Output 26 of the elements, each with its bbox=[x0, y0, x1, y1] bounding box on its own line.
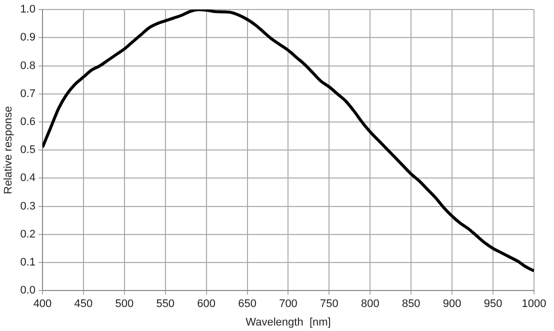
y-tick-label: 0.0 bbox=[20, 284, 36, 297]
y-tick-label: 0.6 bbox=[20, 116, 36, 128]
x-tick-label: 900 bbox=[442, 298, 462, 310]
y-tick-label: 0.2 bbox=[20, 228, 36, 240]
y-tick-label: 0.7 bbox=[20, 88, 36, 100]
x-axis-title: Wavelength [nm] bbox=[246, 316, 331, 328]
x-tick-label: 850 bbox=[402, 298, 420, 310]
x-tick-label: 500 bbox=[115, 298, 134, 310]
y-tick-label: 0.9 bbox=[20, 32, 36, 44]
x-tick-label: 1000 bbox=[522, 298, 546, 310]
x-tick-label: 400 bbox=[33, 298, 52, 310]
x-tick-label: 700 bbox=[279, 298, 298, 310]
y-tick-label: 0.4 bbox=[20, 172, 36, 184]
x-tick-label: 600 bbox=[197, 298, 216, 310]
x-tick-label: 550 bbox=[156, 298, 175, 310]
y-tick-label: 0.1 bbox=[20, 256, 36, 269]
y-axis-title: Relative response bbox=[2, 106, 15, 194]
y-tick-label: 1.0 bbox=[20, 4, 36, 16]
x-tick-label: 750 bbox=[320, 298, 338, 310]
x-tick-label: 800 bbox=[360, 298, 380, 310]
y-tick-label: 0.5 bbox=[20, 144, 36, 156]
x-tick-label: 650 bbox=[238, 298, 256, 310]
y-tick-label: 0.3 bbox=[20, 200, 36, 212]
y-tick-label: 0.8 bbox=[20, 60, 36, 72]
x-tick-label: 950 bbox=[484, 298, 502, 310]
x-tick-label: 450 bbox=[74, 298, 93, 310]
